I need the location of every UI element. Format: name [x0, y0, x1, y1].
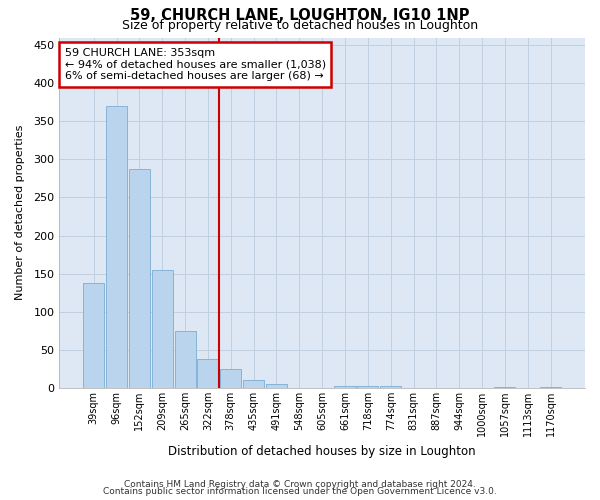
Bar — [540, 387, 561, 388]
Bar — [266, 384, 287, 388]
Bar — [197, 359, 218, 388]
Bar — [494, 387, 515, 388]
Bar — [83, 283, 104, 388]
Text: Contains public sector information licensed under the Open Government Licence v3: Contains public sector information licen… — [103, 487, 497, 496]
Text: Size of property relative to detached houses in Loughton: Size of property relative to detached ho… — [122, 19, 478, 32]
Text: 59, CHURCH LANE, LOUGHTON, IG10 1NP: 59, CHURCH LANE, LOUGHTON, IG10 1NP — [130, 8, 470, 22]
Bar — [152, 270, 173, 388]
Bar — [129, 170, 150, 388]
Y-axis label: Number of detached properties: Number of detached properties — [15, 125, 25, 300]
Bar — [243, 380, 264, 388]
Text: 59 CHURCH LANE: 353sqm
← 94% of detached houses are smaller (1,038)
6% of semi-d: 59 CHURCH LANE: 353sqm ← 94% of detached… — [65, 48, 326, 81]
Bar — [334, 386, 356, 388]
Bar — [106, 106, 127, 388]
Bar — [220, 369, 241, 388]
Text: Contains HM Land Registry data © Crown copyright and database right 2024.: Contains HM Land Registry data © Crown c… — [124, 480, 476, 489]
Bar — [358, 386, 379, 388]
Bar — [175, 331, 196, 388]
X-axis label: Distribution of detached houses by size in Loughton: Distribution of detached houses by size … — [169, 444, 476, 458]
Bar — [380, 386, 401, 388]
